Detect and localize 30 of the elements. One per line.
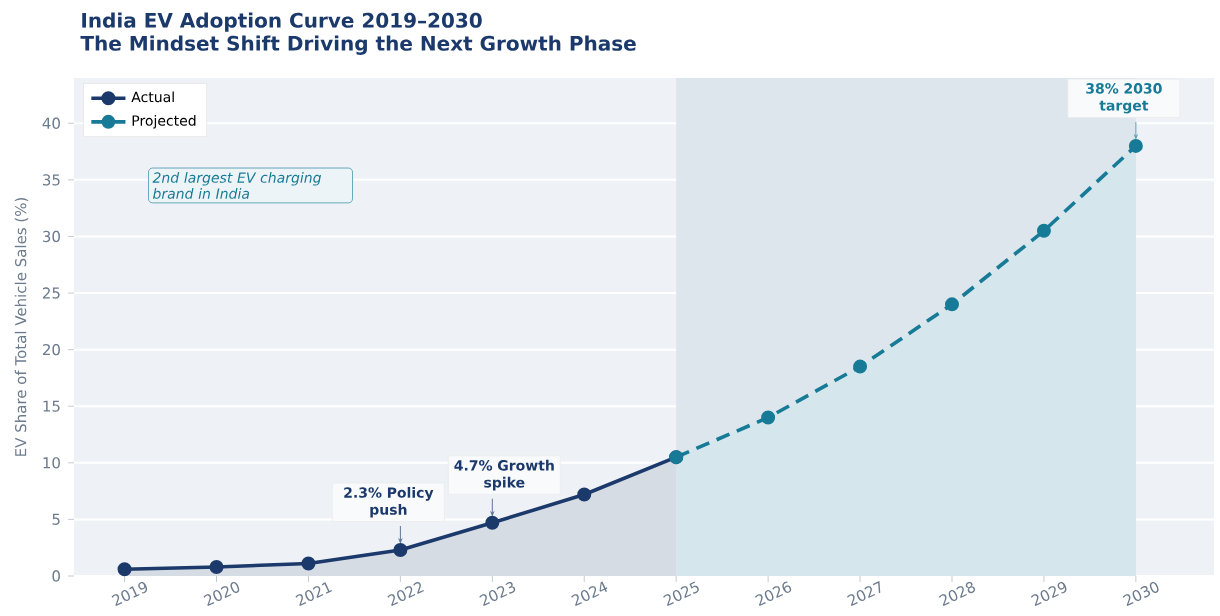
x-tick-label: 2028 <box>939 581 976 607</box>
y-axis-title: EV Share of Total Vehicle Sales (%) <box>14 197 29 456</box>
annotation: 4.7% Growth spike <box>454 459 554 491</box>
y-tick-label: 20 <box>42 343 60 356</box>
y-tick-label: 30 <box>42 230 60 243</box>
annotation: 2.3% Policy push <box>344 487 434 518</box>
x-tick-label: 2019 <box>111 582 148 607</box>
y-tick-label: 5 <box>52 513 60 525</box>
x-tick-label: 2027 <box>847 581 881 607</box>
annotation: 2nd largest EV charging brand in India <box>152 172 322 199</box>
x-tick-label: 2020 <box>203 582 240 607</box>
x-tick-label: 2029 <box>1031 582 1067 607</box>
chart-title: India EV Adoption Curve 2019–2030 <box>82 12 482 32</box>
y-tick-label: 25 <box>42 287 60 299</box>
y-tick-label: 15 <box>43 400 60 412</box>
x-tick-label: 2030 <box>1122 582 1159 607</box>
x-tick-label: 2021 <box>295 582 333 607</box>
y-tick-label: 10 <box>43 457 60 469</box>
x-tick-label: 2023 <box>479 582 516 607</box>
x-tick-label: 2025 <box>663 581 699 607</box>
y-tick-label: 0 <box>52 570 60 582</box>
legend-label: Actual <box>131 91 174 103</box>
x-tick-label: 2024 <box>571 581 608 607</box>
annotation: 38% 2030 target <box>1086 83 1162 114</box>
x-tick-label: 2026 <box>755 581 792 607</box>
legend-label: Projected <box>132 115 196 129</box>
y-tick-label: 40 <box>42 117 60 129</box>
chart-subtitle: The Mindset Shift Driving the Next Growth Phase <box>80 35 636 55</box>
x-tick-label: 2022 <box>387 582 424 607</box>
y-tick-label: 35 <box>42 174 60 186</box>
